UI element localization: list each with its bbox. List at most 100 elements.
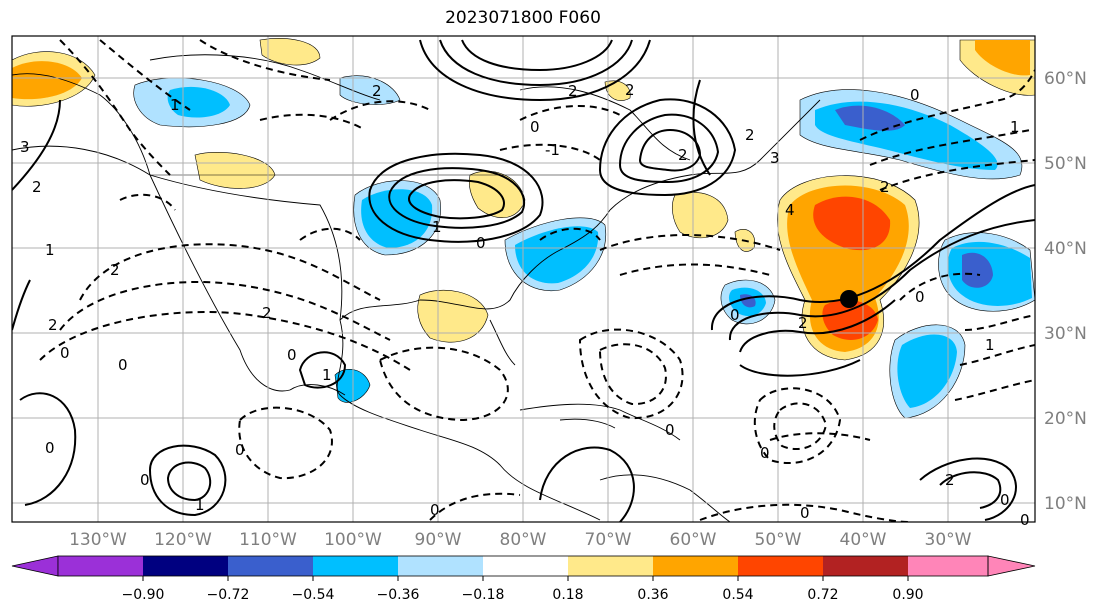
contour-label: 0 — [287, 346, 297, 364]
colorbar-tick-label: 0.72 — [807, 587, 838, 603]
gridlines — [12, 36, 1035, 522]
contour-label: 0 — [235, 441, 245, 459]
longitude-label: 80°W — [500, 530, 547, 550]
contour-label: 0 — [665, 421, 675, 439]
contour-label: 1 — [170, 96, 180, 114]
longitude-label: 110°W — [239, 530, 297, 550]
colorbar-tick-label: 0.36 — [637, 587, 668, 603]
contour-label: 2 — [110, 261, 120, 279]
colorbar-extend-high — [987, 555, 1036, 577]
contour-label: 1 — [195, 496, 205, 514]
contour-label: 0 — [430, 501, 440, 519]
contour-label: 0 — [60, 344, 70, 362]
colorbar-tick-label: −0.90 — [122, 587, 165, 603]
positive-anomaly-region — [813, 196, 891, 251]
positive-anomaly-region — [194, 152, 276, 189]
contour-label: 2 — [625, 81, 635, 99]
colorbar-segment — [738, 556, 823, 576]
latitude-label: 40°N — [1044, 239, 1087, 259]
contour-label: 2 — [372, 82, 382, 100]
colorbar-segment — [313, 556, 398, 576]
coastlines — [12, 54, 821, 522]
shaded-field — [12, 38, 1035, 419]
contour-label: 0 — [915, 288, 925, 306]
colorbar-segment — [568, 556, 653, 576]
contour-label: 2 — [262, 304, 272, 322]
latitude-label: 60°N — [1044, 69, 1087, 89]
colorbar-segment — [228, 556, 313, 576]
longitude-label: 30°W — [925, 530, 972, 550]
negative-anomaly-region — [962, 252, 993, 288]
contour-label: 2 — [945, 471, 955, 489]
longitude-label: 90°W — [415, 530, 462, 550]
colorbar-segment — [483, 556, 568, 576]
positive-anomaly-region — [259, 38, 321, 66]
latitude-label: 30°N — [1044, 324, 1087, 344]
colorbar-extend-low — [11, 555, 59, 577]
contour-label: 0 — [1020, 511, 1030, 529]
storm-center-marker — [840, 290, 858, 308]
contour-label: 0 — [1000, 491, 1010, 509]
negative-anomaly-region — [835, 105, 905, 131]
contour-label: 1 — [985, 336, 995, 354]
contour-label: 2 — [48, 316, 58, 334]
longitude-label: 120°W — [154, 530, 212, 550]
contour-label: 2 — [568, 82, 578, 100]
contour-label: 0 — [910, 86, 920, 104]
colorbar-tick-label: −0.54 — [292, 587, 335, 603]
latitude-label: 50°N — [1044, 154, 1087, 174]
positive-anomaly-region — [417, 289, 489, 343]
colorbar-segment — [823, 556, 908, 576]
contour-label: 2 — [880, 178, 890, 196]
longitude-label: 60°W — [670, 530, 717, 550]
contour-label: 2 — [798, 314, 808, 332]
negative-anomaly-region — [361, 189, 433, 248]
latitude-axis: 60°N 50°N 40°N 30°N 20°N 10°N — [1044, 69, 1087, 514]
contour-label: 2 — [678, 146, 688, 164]
longitude-label: 130°W — [69, 530, 127, 550]
colorbar-tick-label: 0.18 — [552, 587, 583, 603]
contour-label: 3 — [770, 149, 780, 167]
contour-label: 0 — [476, 234, 486, 252]
contour-label: 0 — [760, 444, 770, 462]
latitude-label: 10°N — [1044, 494, 1087, 514]
longitude-axis: 130°W 120°W 110°W 100°W 90°W 80°W 70°W 6… — [69, 530, 972, 550]
negative-contours — [39, 39, 1035, 522]
positive-anomaly-region — [975, 40, 1030, 76]
contour-label: 0 — [730, 306, 740, 324]
latitude-label: 20°N — [1044, 409, 1087, 429]
contour-label: 2 — [32, 178, 42, 196]
contour-label: 2 — [745, 126, 755, 144]
contour-label: 0 — [530, 118, 540, 136]
longitude-label: 100°W — [324, 530, 382, 550]
contour-label: 1 — [1010, 118, 1020, 136]
colorbar-tick-label: −0.18 — [462, 587, 505, 603]
longitude-label: 40°W — [840, 530, 887, 550]
positive-anomaly-region — [468, 170, 526, 218]
contour-label: 0 — [45, 439, 55, 457]
positive-anomaly-region — [12, 61, 82, 100]
colorbar-segment — [143, 556, 228, 576]
contour-label: 4 — [785, 201, 795, 219]
colorbar-segment — [58, 556, 143, 576]
positive-anomaly-region — [671, 192, 729, 239]
map-title: 2023071800 F060 — [445, 8, 601, 28]
colorbar: −0.90 −0.72 −0.54 −0.36 −0.18 0.18 0.36 … — [11, 555, 1036, 603]
contour-label: 3 — [20, 138, 30, 156]
colorbar-segment — [908, 556, 988, 576]
contour-labels: 2 0 0 0 0 1 0 2 0 2 1 3 2 1 2 0 1 0 -1 2… — [20, 81, 1030, 529]
longitude-label: 70°W — [585, 530, 632, 550]
negative-anomaly-region — [897, 334, 957, 408]
colorbar-tick-label: 0.54 — [722, 587, 753, 603]
contour-label: 1 — [322, 366, 332, 384]
positive-contours — [12, 39, 1035, 522]
contour-label: -1 — [545, 141, 560, 159]
colorbar-tick-label: 0.90 — [892, 587, 923, 603]
contour-label: 1 — [45, 241, 55, 259]
colorbar-segment — [653, 556, 738, 576]
contour-label: 1 — [432, 218, 442, 236]
negative-anomaly-region — [339, 75, 401, 105]
contour-label: 0 — [800, 504, 810, 522]
colorbar-tick-label: −0.72 — [207, 587, 250, 603]
